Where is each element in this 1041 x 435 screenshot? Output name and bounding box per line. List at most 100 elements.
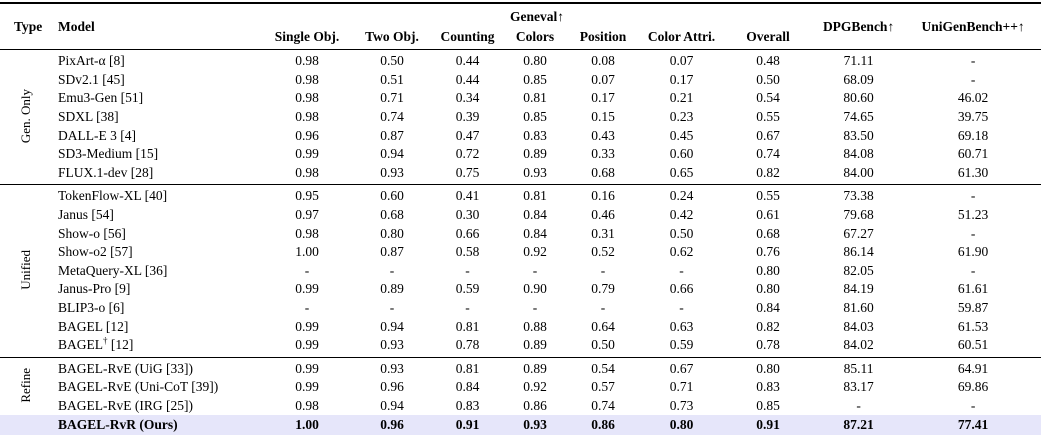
metric-value: 46.02 xyxy=(957,90,989,106)
table-row: SDv2.1 [45] 0.98 0.51 0.44 0.85 0.07 0.17 0.50 6… xyxy=(0,71,1041,90)
table-row: BAGEL [12] 0.99 0.94 0.81 0.88 0.64 0.63 0.82 84… xyxy=(0,317,1041,336)
metric-value: 1.00 xyxy=(295,244,319,260)
metric-value: 80.60 xyxy=(843,90,874,106)
metric-value: 0.98 xyxy=(295,71,319,87)
metric-value: 0.83 xyxy=(523,127,547,143)
metric-value: 0.87 xyxy=(380,244,404,260)
metric-value: 0.84 xyxy=(455,379,480,395)
metric-value: 0.86 xyxy=(567,415,639,435)
metric-value: 0.59 xyxy=(455,281,480,297)
metric-value: 71.11 xyxy=(843,53,874,69)
metric-value: 61.53 xyxy=(957,318,989,334)
metric-value: 0.93 xyxy=(380,360,404,376)
metric-value: 0.50 xyxy=(380,53,404,69)
table-row: MetaQuery-XL [36] - - - - - - 0.80 82.05 - xyxy=(0,262,1041,281)
metric-value: 73.38 xyxy=(843,188,874,204)
metric-value: 0.94 xyxy=(380,146,404,162)
metric-value: 0.57 xyxy=(591,379,615,395)
model-name: BAGEL† [12] xyxy=(58,335,134,353)
model-name: FLUX.1-dev [28] xyxy=(58,164,154,180)
metric-value: 0.90 xyxy=(523,281,547,297)
model-name: MetaQuery-XL [36] xyxy=(58,262,168,278)
metric-value: 0.86 xyxy=(523,397,547,413)
metric-value: 0.98 xyxy=(295,53,319,69)
column-group-geneval: Geneval↑ xyxy=(510,9,565,24)
section-unified: Unified TokenFlow-XL [40] 0.95 0.60 0.41 0.81… xyxy=(0,184,1041,357)
metric-value: 0.98 xyxy=(295,225,319,241)
metric-value: 0.97 xyxy=(295,207,319,223)
metric-value: 84.03 xyxy=(843,318,874,334)
metric-value: 0.71 xyxy=(380,90,404,106)
metric-value: 0.61 xyxy=(756,207,780,223)
metric-value: 0.76 xyxy=(756,244,780,260)
metric-value: 0.50 xyxy=(756,71,780,87)
metric-value: 60.51 xyxy=(957,337,989,353)
table-row: Unified TokenFlow-XL [40] 0.95 0.60 0.41 0.81… xyxy=(0,185,1041,289)
dagger-marker: † xyxy=(103,335,108,346)
metric-value: 79.68 xyxy=(843,207,874,223)
metric-value: 61.90 xyxy=(957,244,989,260)
metric-value: 0.46 xyxy=(591,207,615,223)
metric-value: 0.33 xyxy=(591,146,615,162)
table-row: Show-o2 [57] 1.00 0.87 0.58 0.92 0.52 0.62 0.76… xyxy=(0,243,1041,262)
model-name: SD3-Medium [15] xyxy=(58,146,159,162)
metric-value: 0.68 xyxy=(756,225,780,241)
table-row: Emu3-Gen [51] 0.98 0.71 0.34 0.81 0.17 0.21 0.5… xyxy=(0,89,1041,108)
table-row: BAGEL-RvE (Uni-CoT [39]) 0.99 0.96 0.84 0.92… xyxy=(0,378,1041,397)
metric-value: 0.98 xyxy=(295,109,319,125)
metric-value: 0.64 xyxy=(591,318,615,334)
column-header-unigenbench: UniGenBench++↑ xyxy=(921,18,1025,34)
metric-value: 0.17 xyxy=(669,71,694,87)
metric-value: 0.55 xyxy=(756,109,780,125)
metric-value: 83.17 xyxy=(843,379,874,395)
metric-value: 0.34 xyxy=(455,90,480,106)
metric-value: 0.45 xyxy=(669,127,694,143)
metric-value: 0.59 xyxy=(669,337,694,353)
metric-value: - xyxy=(389,300,395,316)
column-header-overall: Overall xyxy=(746,29,790,44)
metric-value: 0.93 xyxy=(503,415,567,435)
metric-value: 0.82 xyxy=(756,318,780,334)
metric-value: 82.05 xyxy=(843,262,874,278)
metric-value: 0.73 xyxy=(669,397,694,413)
metric-value: 0.81 xyxy=(523,188,547,204)
metric-value: 0.48 xyxy=(756,53,780,69)
metric-value: 64.91 xyxy=(957,360,989,376)
metric-value: 0.65 xyxy=(669,164,694,180)
section-type-cell: Refine xyxy=(0,357,50,415)
metric-value: 0.89 xyxy=(523,337,547,353)
metric-value: 0.67 xyxy=(756,127,780,143)
metric-value: 0.84 xyxy=(523,225,547,241)
metric-value: 0.42 xyxy=(669,207,694,223)
metric-value: 1.00 xyxy=(262,415,352,435)
metric-value: - xyxy=(304,300,310,316)
metric-value: 0.44 xyxy=(455,53,480,69)
header-row-group: Type Model Geneval↑ DPGBench↑ UniGenBenc… xyxy=(0,3,1041,34)
metric-value: 0.31 xyxy=(591,225,615,241)
metric-value: - xyxy=(679,300,684,316)
metric-value: 51.23 xyxy=(957,207,989,223)
table-row: BLIP3-o [6] - - - - - - 0.84 81.60 59.87 xyxy=(0,299,1041,318)
metric-value: 0.60 xyxy=(669,146,694,162)
model-name: BAGEL-RvR (Ours) xyxy=(50,415,262,435)
metric-value: 0.78 xyxy=(756,337,780,353)
table-row: BAGEL-RvR (Ours) 1.00 0.96 0.91 0.93 0.86 0.80… xyxy=(0,415,1041,435)
metric-value: 0.81 xyxy=(455,318,480,334)
metric-value: - xyxy=(970,225,976,241)
metric-value: 0.67 xyxy=(669,360,694,376)
metric-value: 0.16 xyxy=(591,188,615,204)
table-row: Janus-Pro [9] 0.99 0.89 0.59 0.90 0.79 0.66 0.8… xyxy=(0,280,1041,299)
metric-value: 0.84 xyxy=(523,207,547,223)
model-name: SDv2.1 [45] xyxy=(58,71,125,87)
metric-value: - xyxy=(970,397,976,413)
metric-value: - xyxy=(856,397,861,413)
metric-value: 0.21 xyxy=(669,90,694,106)
metric-value: 0.93 xyxy=(523,164,547,180)
metric-value: 0.80 xyxy=(756,262,780,278)
metric-value: 85.11 xyxy=(843,360,874,376)
model-name: Janus [54] xyxy=(58,207,114,223)
metric-value: - xyxy=(465,262,470,278)
metric-value: 0.58 xyxy=(455,244,480,260)
metric-value: - xyxy=(600,262,606,278)
column-header-colors: Colors xyxy=(515,29,555,44)
